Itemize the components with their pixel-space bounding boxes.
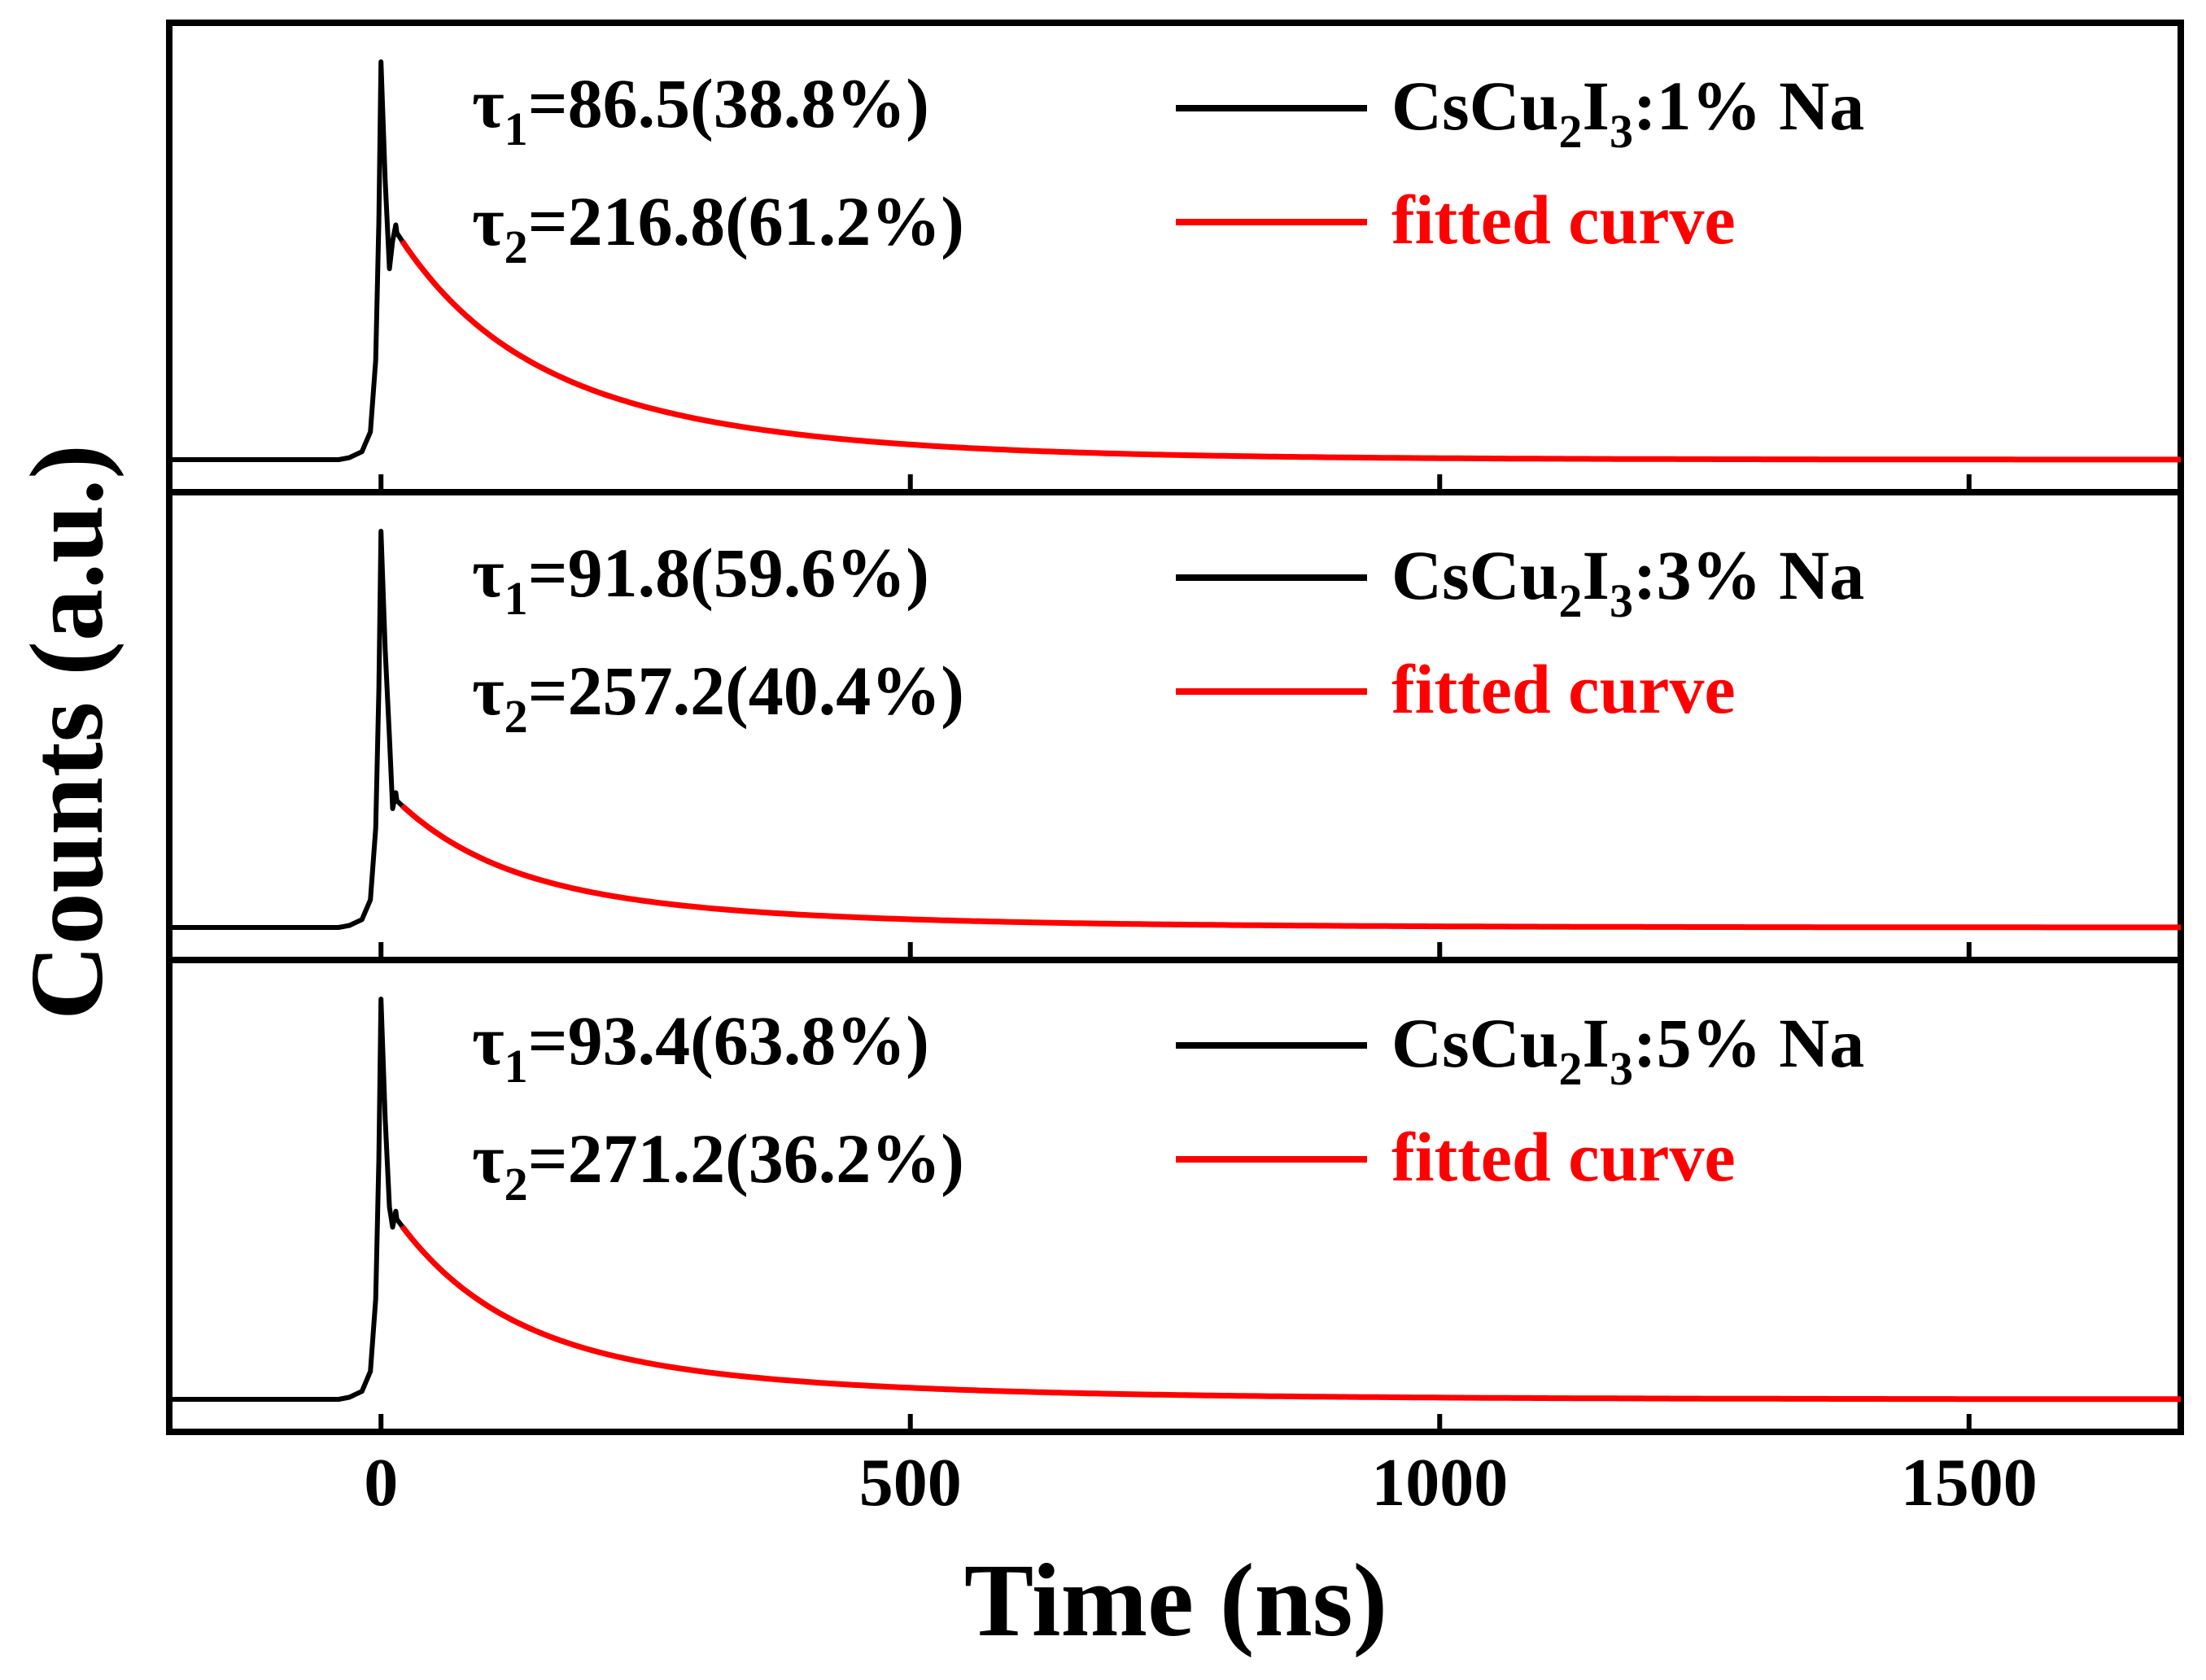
fit-curve xyxy=(400,239,2181,463)
fit-curve xyxy=(400,803,2181,931)
legend-fit-label: fitted curve xyxy=(1391,181,1736,259)
legend-data-label: CsCu2I3:1% Na xyxy=(1391,67,1864,158)
tau-2-label: τ2=257.2(40.4%) xyxy=(472,652,964,743)
tau-value: =216.8(61.2%) xyxy=(528,182,964,260)
tau-1-label: τ1=91.8(59.6%) xyxy=(472,534,929,625)
legend-data-label: CsCu2I3:5% Na xyxy=(1391,1004,1864,1095)
x-axis: 0 500 1000 1500 xyxy=(364,1445,2038,1521)
legend: CsCu2I3:3% Na fitted curve xyxy=(1176,536,1864,728)
panel-1: τ1=86.5(38.8%)τ2=216.8(61.2%)CsCu2I3:1% … xyxy=(166,20,2184,495)
tau-2-label: τ2=271.2(36.2%) xyxy=(472,1119,964,1211)
legend-sub: 3 xyxy=(1610,574,1633,627)
tau-subscript: 1 xyxy=(505,1040,528,1093)
legend-sub: 3 xyxy=(1610,1042,1633,1095)
legend-sub: 2 xyxy=(1559,105,1583,158)
x-tick-label: 1500 xyxy=(1901,1445,2038,1521)
legend-text: I xyxy=(1583,67,1610,145)
tau-1-label: τ1=93.4(63.8%) xyxy=(472,1001,929,1093)
x-axis-title: Time (ns) xyxy=(964,1543,1387,1658)
legend-text: CsCu xyxy=(1391,67,1559,145)
legend-text: CsCu xyxy=(1391,536,1559,614)
data-curve xyxy=(169,529,2181,930)
tau-value: =93.4(63.8%) xyxy=(528,1001,929,1080)
legend-fit-label: fitted curve xyxy=(1391,1118,1736,1196)
tau-value: =86.5(38.8%) xyxy=(528,64,929,142)
y-axis-title: Counts (a.u.) xyxy=(9,444,124,1020)
tau-symbol: τ xyxy=(472,652,505,730)
tau-value: =271.2(36.2%) xyxy=(528,1119,964,1198)
legend-text: :1% Na xyxy=(1633,67,1864,145)
legend: CsCu2I3:5% Na fitted curve xyxy=(1176,1004,1864,1196)
tau-subscript: 2 xyxy=(505,690,528,743)
tau-value: =91.8(59.6%) xyxy=(528,534,929,612)
data-curve xyxy=(169,997,2181,1402)
legend-fit-label: fitted curve xyxy=(1391,650,1736,728)
legend-sub: 3 xyxy=(1610,105,1633,158)
tau-subscript: 1 xyxy=(505,572,528,625)
x-tick-label: 500 xyxy=(859,1445,962,1521)
panel-frame xyxy=(166,957,2184,1435)
tau-subscript: 2 xyxy=(505,1158,528,1211)
fit-curve xyxy=(400,1224,2181,1403)
tau-1-label: τ1=86.5(38.8%) xyxy=(472,64,929,155)
panel-frame xyxy=(166,489,2184,963)
tau-subscript: 1 xyxy=(505,103,528,155)
panel-3: τ1=93.4(63.8%)τ2=271.2(36.2%)CsCu2I3:5% … xyxy=(166,957,2184,1435)
tau-symbol: τ xyxy=(472,1001,505,1080)
tau-symbol: τ xyxy=(472,182,505,260)
tau-symbol: τ xyxy=(472,1119,505,1198)
legend-text: I xyxy=(1583,1004,1610,1082)
legend-text: I xyxy=(1583,536,1610,614)
tau-symbol: τ xyxy=(472,534,505,612)
panel-frame xyxy=(166,20,2184,495)
data-curve xyxy=(169,59,2181,462)
legend-text: :3% Na xyxy=(1633,536,1864,614)
legend-text: :5% Na xyxy=(1633,1004,1864,1082)
tau-value: =257.2(40.4%) xyxy=(528,652,964,730)
panels-group: τ1=86.5(38.8%)τ2=216.8(61.2%)CsCu2I3:1% … xyxy=(166,20,2184,1435)
x-tick-label: 1000 xyxy=(1371,1445,1508,1521)
legend-data-label: CsCu2I3:3% Na xyxy=(1391,536,1864,627)
legend-sub: 2 xyxy=(1559,1042,1583,1095)
tau-subscript: 2 xyxy=(505,220,528,273)
tau-2-label: τ2=216.8(61.2%) xyxy=(472,182,964,273)
panel-2: τ1=91.8(59.6%)τ2=257.2(40.4%)CsCu2I3:3% … xyxy=(166,489,2184,963)
legend-text: CsCu xyxy=(1391,1004,1559,1082)
legend-sub: 2 xyxy=(1559,574,1583,627)
x-tick-label: 0 xyxy=(364,1445,398,1521)
tau-symbol: τ xyxy=(472,64,505,142)
legend: CsCu2I3:1% Na fitted curve xyxy=(1176,67,1864,259)
